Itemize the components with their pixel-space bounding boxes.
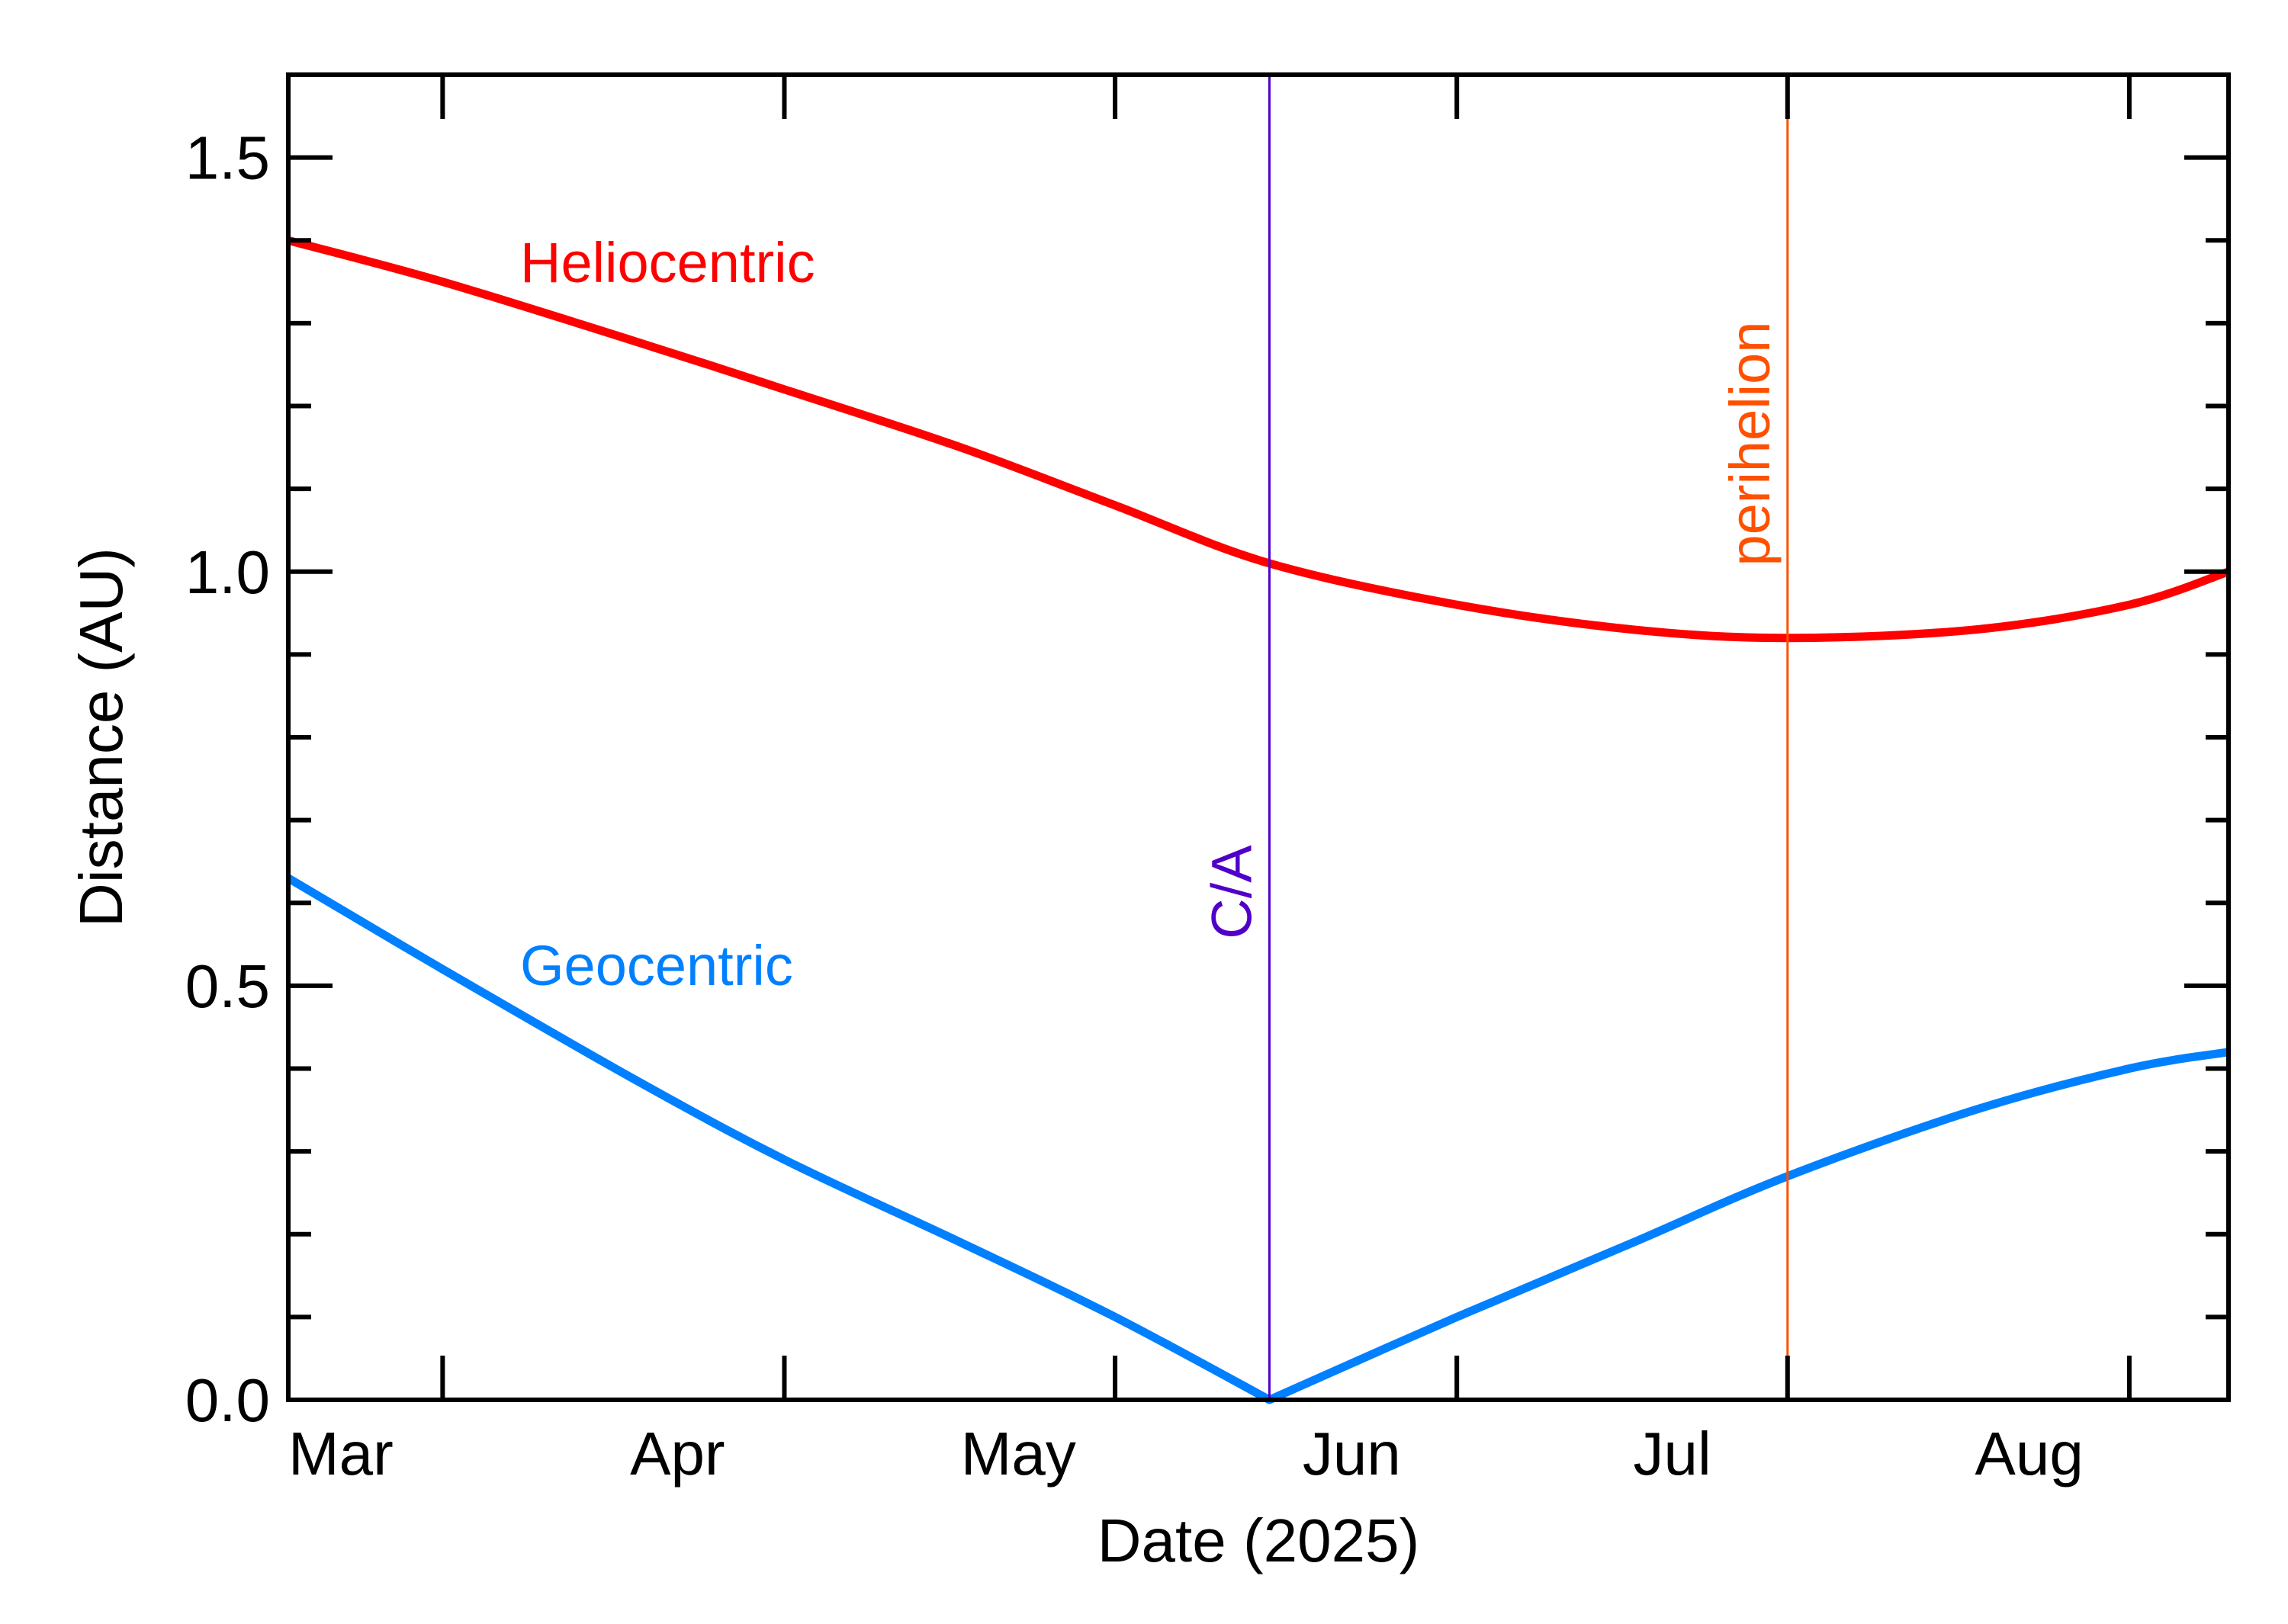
y-tick-label-1-0: 1.0 bbox=[185, 538, 270, 606]
axis-ticks bbox=[288, 72, 2229, 1402]
series-line-geocentric bbox=[286, 874, 2229, 1404]
x-tick-label-jun: Jun bbox=[1303, 1420, 1401, 1488]
series-line-heliocentric bbox=[287, 236, 2230, 643]
series-label-geocentric: Geocentric bbox=[520, 934, 793, 997]
tick-labels: Mar Apr May Jun Jul Aug 0.0 0.5 1.0 1.5 bbox=[185, 124, 2084, 1488]
x-tick-label-aug: Aug bbox=[1975, 1420, 2084, 1488]
x-axis-label: Date (2025) bbox=[1097, 1507, 1419, 1574]
y-tick-label-0-0: 0.0 bbox=[185, 1366, 270, 1434]
series-lines: Heliocentric Geocentric bbox=[286, 231, 2230, 1404]
series-label-heliocentric: Heliocentric bbox=[520, 231, 815, 294]
y-axis-label: Distance (AU) bbox=[67, 547, 135, 927]
x-tick-label-may: May bbox=[961, 1420, 1076, 1488]
x-tick-label-mar: Mar bbox=[288, 1420, 394, 1488]
marker-label-perihelion: perihelion bbox=[1718, 322, 1782, 566]
marker-label-c-a: C/A bbox=[1200, 845, 1263, 939]
y-tick-label-0-5: 0.5 bbox=[185, 952, 270, 1020]
event-markers: C/A perihelion bbox=[1200, 75, 1789, 1400]
x-tick-label-apr: Apr bbox=[630, 1420, 725, 1488]
x-tick-label-jul: Jul bbox=[1633, 1420, 1711, 1488]
y-tick-label-1-5: 1.5 bbox=[185, 124, 270, 192]
